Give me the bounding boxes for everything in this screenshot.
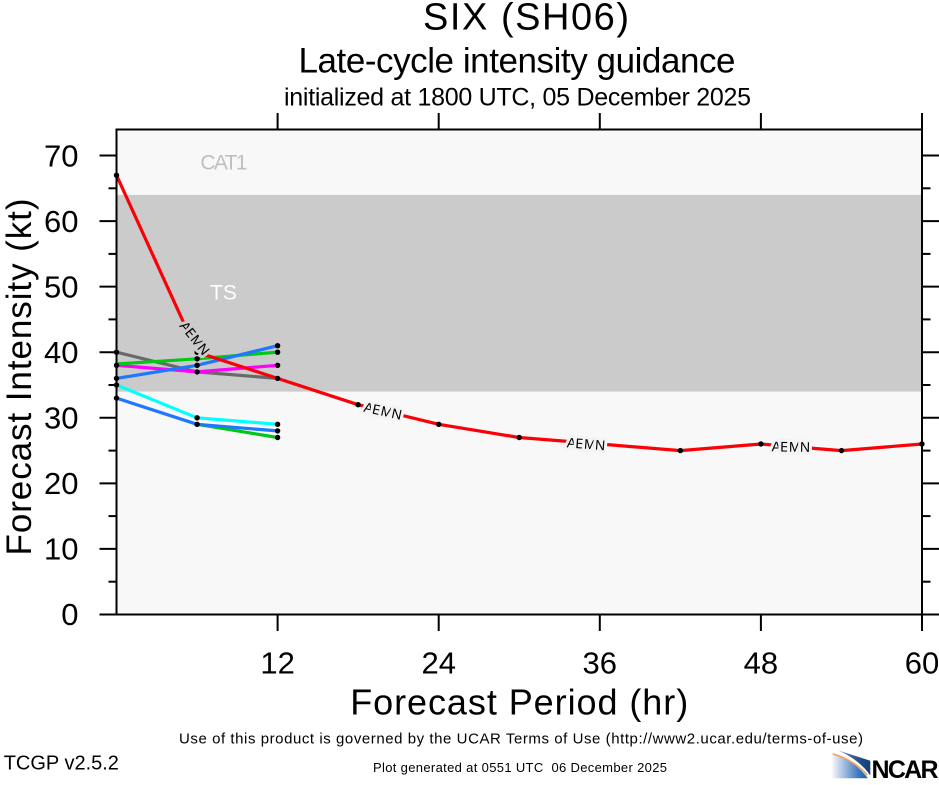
svg-text:24: 24 [421,646,455,681]
svg-text:10: 10 [44,532,78,567]
svg-text:48: 48 [744,646,778,681]
svg-text:30: 30 [44,401,78,436]
svg-text:Forecast Period (hr): Forecast Period (hr) [350,682,688,723]
svg-text:Plot generated at 0551 UTC 06: Plot generated at 0551 UTC 06 December 2… [373,760,667,775]
svg-text:Use of this product is governe: Use of this product is governed by the U… [179,731,863,748]
svg-text:12: 12 [260,646,294,681]
svg-text:AEMN: AEMN [771,438,810,455]
svg-text:SIX (SH06): SIX (SH06) [423,0,629,39]
svg-text:40: 40 [44,335,78,370]
svg-text:Late-cycle intensity guidance: Late-cycle intensity guidance [299,41,736,80]
svg-text:50: 50 [44,269,78,304]
svg-text:TS: TS [210,282,237,305]
svg-text:Forecast Intensity (kt): Forecast Intensity (kt) [0,199,39,556]
svg-text:60: 60 [905,646,939,681]
svg-text:AEMN: AEMN [566,434,606,453]
svg-text:initialized at 1800 UTC, 05 De: initialized at 1800 UTC, 05 December 202… [284,83,751,111]
svg-text:20: 20 [44,466,78,501]
svg-text:TCGP v2.5.2: TCGP v2.5.2 [4,753,119,775]
svg-text:NCAR: NCAR [872,756,939,780]
svg-text:0: 0 [61,597,78,632]
svg-text:70: 70 [44,138,78,173]
svg-text:36: 36 [583,646,617,681]
svg-text:60: 60 [44,204,78,239]
svg-text:CAT1: CAT1 [200,151,247,174]
